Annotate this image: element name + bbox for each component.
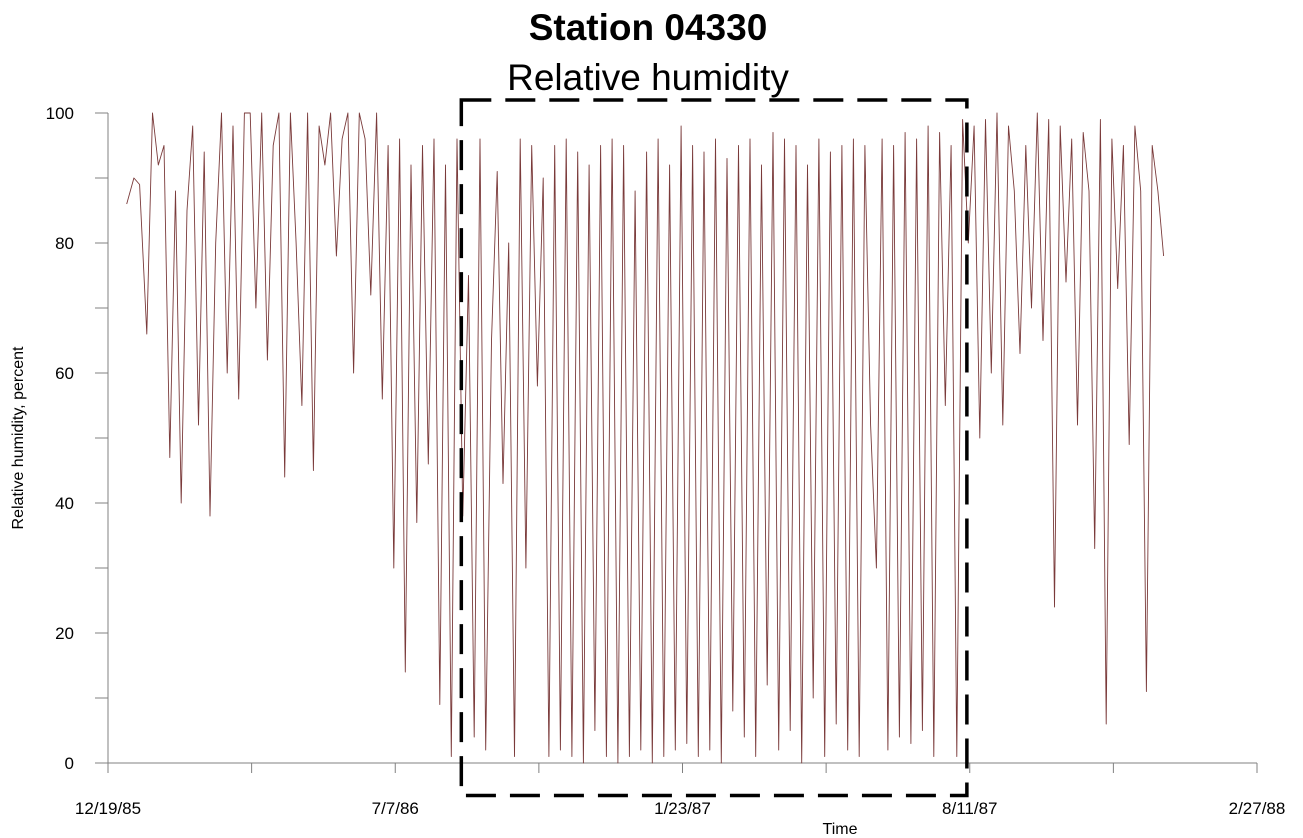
highlight-dashed-box (459, 98, 969, 798)
chart-subtitle: Relative humidity (507, 57, 789, 98)
series-layer (126, 112, 1165, 764)
x-axis: 12/19/85 7/7/86 1/23/87 8/11/87 2/27/88 (75, 762, 1286, 818)
y-tick-label: 80 (55, 234, 74, 253)
x-tick-label: 2/27/88 (1229, 799, 1286, 818)
y-axis: 0 20 40 60 80 100 (46, 104, 109, 773)
x-tick-label: 12/19/85 (75, 799, 141, 818)
x-tick-label: 8/11/87 (942, 799, 997, 818)
box-layer (459, 98, 969, 798)
chart-title: Station 04330 (529, 7, 768, 48)
x-tick-label: 1/23/87 (654, 799, 711, 818)
y-tick-label: 20 (55, 624, 74, 643)
x-axis-title: Time (823, 821, 858, 838)
y-tick-label: 60 (55, 364, 74, 383)
x-tick-label: 7/7/86 (372, 799, 419, 818)
humidity-series-line (126, 112, 1165, 764)
y-tick-label: 0 (65, 754, 74, 773)
y-axis-title: Relative humidity, percent (10, 346, 27, 529)
y-tick-label: 100 (46, 104, 74, 123)
y-tick-label: 40 (55, 494, 74, 513)
